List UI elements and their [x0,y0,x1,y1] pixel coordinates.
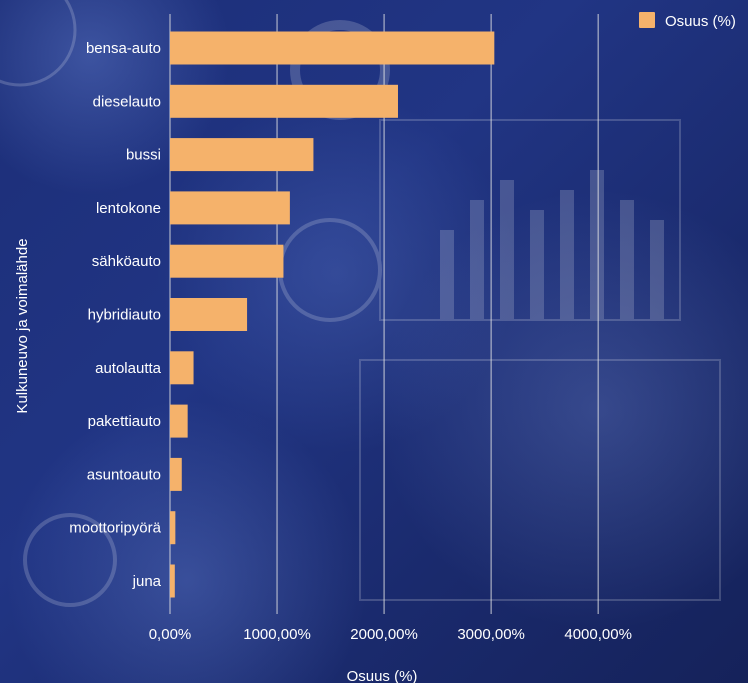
x-tick-label: 3000,00% [457,626,525,643]
category-label: sähköauto [92,253,161,270]
bars [170,31,495,598]
decor-circle [0,0,77,87]
category-label: autolautta [95,360,162,377]
legend-swatch [639,12,655,28]
bar[interactable] [170,457,182,491]
bar[interactable] [170,31,495,65]
bar[interactable] [170,191,290,225]
legend-label: Osuus (%) [665,13,736,30]
decor-bars [440,170,664,320]
bar[interactable] [170,351,194,385]
x-tick-label: 0,00% [149,626,192,643]
category-label: bensa-auto [86,40,161,57]
bar[interactable] [170,511,176,545]
x-tick-label: 1000,00% [243,626,311,643]
bar[interactable] [170,298,248,331]
category-label: moottoripyörä [69,520,161,537]
decor-circle [23,513,117,607]
bar[interactable] [170,84,398,118]
x-tick-label: 4000,00% [564,626,632,643]
legend[interactable]: Osuus (%) [639,12,736,30]
category-label: dieselauto [93,93,161,110]
decor-panel [379,119,681,321]
x-axis-title: Osuus (%) [347,668,418,683]
category-labels: bensa-auto dieselauto bussi lentokone sähköa… [69,40,161,590]
decor-panel [359,359,721,601]
category-label: asuntoauto [87,466,161,483]
bar[interactable] [170,138,314,172]
category-label: pakettiauto [88,413,161,430]
category-label: hybridiauto [88,307,161,324]
category-label: bussi [126,147,161,164]
x-tick-label: 2000,00% [350,626,418,643]
x-tick-labels: 0,00% 1000,00% 2000,00% 3000,00% 4000,00% [149,626,632,643]
category-label: juna [132,573,162,590]
category-label: lentokone [96,200,161,217]
y-axis-title: Kulkuneuvo ja voimalähde [14,238,31,413]
bar[interactable] [170,404,188,438]
bar[interactable] [170,244,284,278]
bar[interactable] [170,564,175,598]
